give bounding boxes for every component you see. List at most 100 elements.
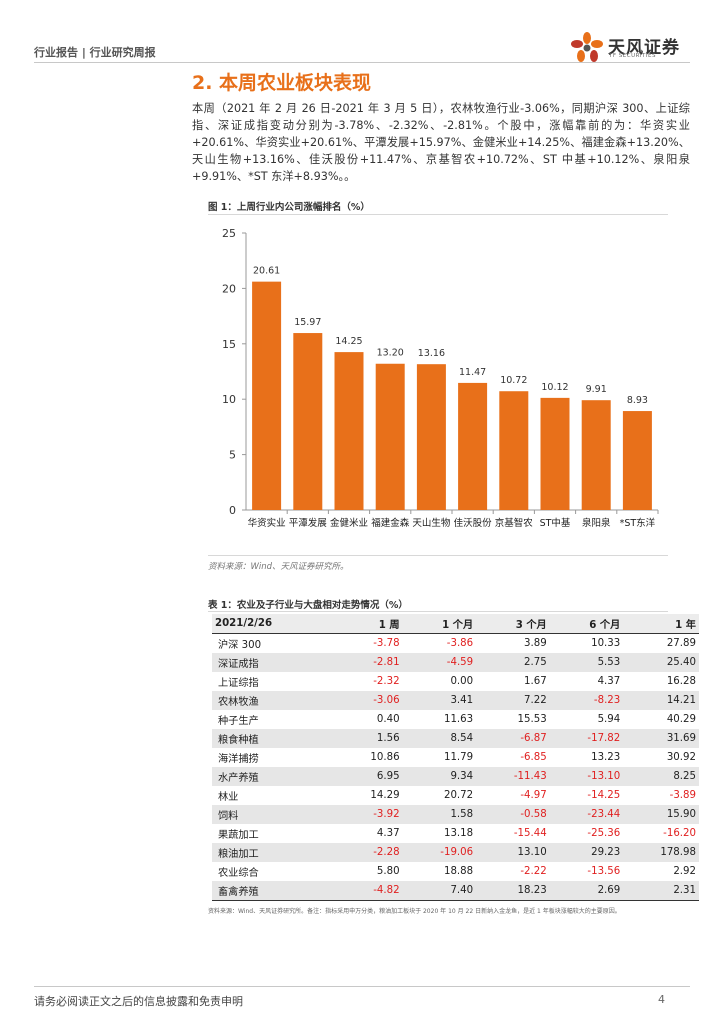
- row-label: 深证成指: [212, 653, 330, 672]
- y-tick-label: 20: [222, 282, 236, 295]
- table-cell: -4.97: [520, 790, 547, 801]
- table-cell: 178.98: [623, 843, 699, 862]
- table-row: 海洋捕捞 10.86 11.79 -6.85 13.23 30.92: [212, 748, 699, 767]
- table-cell: -2.81: [329, 653, 403, 672]
- report-category: 行业报告 | 行业研究周报: [34, 46, 156, 59]
- row-label: 水产养殖: [212, 767, 330, 786]
- table-row: 粮食种植 1.56 8.54 -6.87 -17.82 31.69: [212, 729, 699, 748]
- bar: [622, 411, 652, 510]
- bar-value-label: 14.25: [335, 336, 362, 347]
- table-cell: 13.23: [591, 752, 621, 763]
- bar: [499, 391, 529, 510]
- page-number: 4: [658, 993, 665, 1006]
- table-cell: 25.40: [623, 653, 699, 672]
- table-cell: 13.18: [443, 828, 474, 839]
- logo-flower-icon: [571, 32, 603, 62]
- table-cell: 1.56: [329, 729, 403, 748]
- table-header-cell: 6 个月: [549, 614, 624, 634]
- x-category-label: 京基智农: [495, 517, 534, 529]
- row-label: 种子生产: [218, 716, 259, 727]
- table-cell: -25.36: [587, 828, 621, 839]
- table-row: 水产养殖 6.95 9.34 -11.43 -13.10 8.25: [212, 767, 699, 786]
- table-cell: 10.86: [370, 752, 400, 763]
- table-title: 表 1：农业及子行业与大盘相对走势情况（%）: [208, 600, 408, 611]
- table-cell: -0.58: [476, 805, 550, 824]
- bar-value-label: 11.47: [459, 367, 486, 378]
- table-cell: -6.87: [476, 729, 550, 748]
- bar: [252, 281, 282, 510]
- y-tick-label: 25: [222, 227, 236, 240]
- table-cell: -8.23: [549, 691, 624, 710]
- bar-value-label: 20.61: [253, 266, 280, 277]
- table-cell: -4.82: [329, 881, 403, 901]
- table-cell: -3.86: [446, 638, 474, 649]
- table-cell: -3.06: [329, 691, 403, 710]
- row-label: 粮油加工: [212, 843, 330, 862]
- table-top-rule: [208, 611, 668, 612]
- table-row: 饲料 -3.92 1.58 -0.58 -23.44 15.90: [212, 805, 699, 824]
- row-label: 林业: [218, 792, 239, 803]
- y-tick-label: 15: [222, 338, 236, 351]
- table-cell: 14.29: [370, 790, 400, 801]
- x-category-label: 佳沃股份: [454, 517, 493, 529]
- section-title: 2. 本周农业板块表现: [192, 72, 372, 94]
- bar: [540, 397, 570, 510]
- table-header-cell: 1 年: [623, 614, 699, 634]
- bar: [375, 363, 405, 510]
- y-tick-label: 10: [222, 393, 236, 406]
- footer-divider: [34, 986, 690, 987]
- logo-name-en: TF SECURITIES: [609, 53, 656, 59]
- y-tick-label: 5: [229, 449, 236, 462]
- bar: [581, 400, 611, 510]
- table-cell: 18.88: [443, 866, 474, 877]
- table-cell: 31.69: [623, 729, 699, 748]
- table-cell: -2.22: [520, 866, 547, 877]
- table-cell: -4.59: [402, 653, 477, 672]
- table-cell: 7.22: [476, 691, 550, 710]
- x-category-label: *ST东洋: [620, 517, 656, 529]
- table-cell: -15.44: [513, 828, 547, 839]
- row-label: 农业综合: [218, 868, 259, 879]
- table-cell: 4.37: [376, 828, 400, 839]
- table-cell: 14.21: [623, 691, 699, 710]
- figure-top-rule: [208, 214, 668, 215]
- table-cell: -17.82: [549, 729, 624, 748]
- table-cell: 9.34: [402, 767, 477, 786]
- bar-value-label: 13.16: [418, 348, 445, 359]
- table-header-cell: 1 周: [329, 614, 403, 634]
- table-row: 粮油加工 -2.28 -19.06 13.10 29.23 178.98: [212, 843, 699, 862]
- table-header-cell: 1 个月: [402, 614, 477, 634]
- table-cell: 5.53: [549, 653, 624, 672]
- table-cell: 5.94: [597, 714, 621, 725]
- x-category-label: 华资实业: [248, 517, 286, 529]
- table-cell: 4.37: [597, 676, 621, 687]
- row-label: 饲料: [212, 805, 330, 824]
- table-cell: -11.43: [476, 767, 550, 786]
- row-label: 农林牧渔: [212, 691, 330, 710]
- row-label: 畜禽养殖: [212, 881, 330, 901]
- table-row: 沪深 300 -3.78 -3.86 3.89 10.33 27.89: [212, 634, 699, 654]
- table-cell: 11.63: [443, 714, 474, 725]
- bar-value-label: 13.20: [377, 348, 404, 359]
- figure-source: 资料来源：Wind、天风证券研究所。: [208, 562, 349, 572]
- table-cell: 2.31: [623, 881, 699, 901]
- bar-chart: 0 5 10 15 20 25 20.61 华资实业 15.97 平潭发展 14.25 金健米业 13.…: [222, 227, 659, 529]
- header-divider: [34, 62, 690, 63]
- figure-title: 图 1：上周行业内公司涨幅排名（%）: [208, 202, 370, 213]
- table-cell: 1.67: [524, 676, 547, 687]
- table-cell: 2.75: [476, 653, 550, 672]
- row-label: 果蔬加工: [218, 830, 259, 841]
- table-cell: 16.28: [666, 676, 696, 687]
- table-cell: -3.78: [373, 638, 400, 649]
- table-row: 农业综合 5.80 18.88 -2.22 -13.56 2.92: [212, 862, 699, 881]
- table-cell: -2.28: [329, 843, 403, 862]
- table-cell: 8.25: [623, 767, 699, 786]
- table-cell: 2.69: [549, 881, 624, 901]
- company-logo: 天风证券 TF SECURITIES: [567, 30, 697, 64]
- table-cell: 15.53: [517, 714, 547, 725]
- table-row: 种子生产 0.40 11.63 15.53 5.94 40.29: [212, 710, 699, 729]
- bar-value-label: 10.72: [500, 375, 527, 386]
- table-header-cell: 3 个月: [476, 614, 550, 634]
- table-cell: 29.23: [549, 843, 624, 862]
